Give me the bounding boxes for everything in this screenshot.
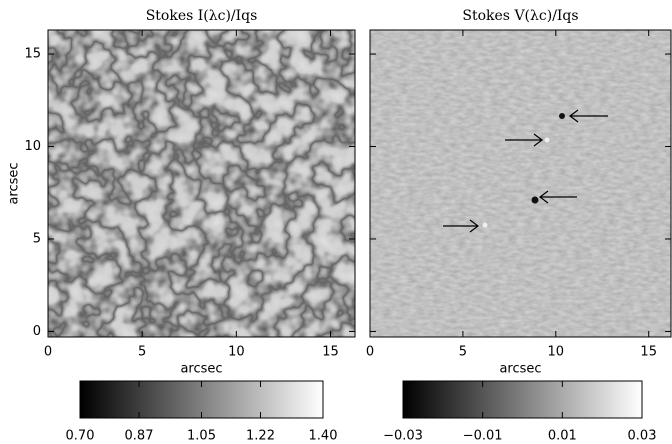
colorbar-tick-label: 0.70 — [66, 429, 95, 444]
colorbar-tick-label: 0.01 — [548, 429, 577, 444]
feature — [531, 196, 539, 204]
intensity-image — [48, 30, 355, 337]
feature — [559, 113, 565, 119]
colorbar-tick-label: 1.22 — [246, 429, 275, 444]
colorbar-tick-label: −0.01 — [463, 429, 503, 444]
arrows — [443, 109, 608, 233]
features — [482, 113, 565, 228]
arrow — [443, 219, 479, 233]
y-axis-label: arcsec — [7, 162, 22, 204]
x-axis-label: arcsec — [499, 362, 541, 377]
x-tick-label: 0 — [366, 345, 374, 360]
x-tick-label: 15 — [640, 345, 657, 360]
x-tick-label: 10 — [228, 345, 245, 360]
x-tick-label: 5 — [138, 345, 146, 360]
feature — [482, 222, 488, 228]
y-tick-label: 0 — [33, 324, 41, 339]
y-tick-label: 15 — [24, 47, 41, 62]
colorbar-tick-label: 1.40 — [309, 429, 338, 444]
colorbar-tick-label: 1.05 — [187, 429, 216, 444]
polarization-image — [370, 30, 671, 337]
frame — [369, 29, 672, 338]
colorbar — [402, 380, 643, 419]
colorbar-tick-label: −0.03 — [383, 429, 423, 444]
panel-title: Stokes V(λc)/Iqs — [462, 8, 578, 24]
arrow — [569, 109, 608, 123]
x-tick-label: 10 — [548, 345, 565, 360]
colorbar-tick-label: 0.03 — [628, 429, 657, 444]
arrow — [505, 133, 543, 147]
y-tick-label: 5 — [33, 231, 41, 246]
panel-title: Stokes I(λc)/Iqs — [146, 8, 258, 24]
colorbar-tick-label: 0.87 — [125, 429, 154, 444]
feature — [544, 137, 550, 143]
frame — [47, 29, 356, 338]
y-tick-label: 10 — [24, 139, 41, 154]
x-tick-label: 5 — [459, 345, 467, 360]
x-tick-label: 15 — [322, 345, 339, 360]
x-tick-label: 0 — [44, 345, 52, 360]
arrow — [539, 190, 577, 204]
x-axis-label: arcsec — [180, 362, 222, 377]
